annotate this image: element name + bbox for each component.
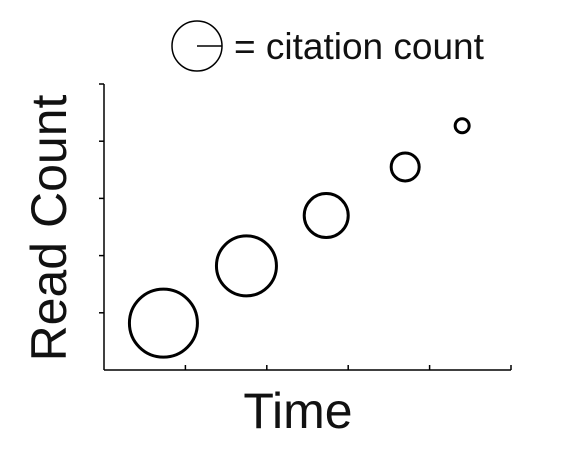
x-axis-title: Time xyxy=(243,383,352,439)
bubble-point-1 xyxy=(127,287,199,359)
y-ticks xyxy=(99,83,104,314)
axes xyxy=(99,83,512,371)
bubble-point-2 xyxy=(214,234,278,298)
legend: = citation count xyxy=(171,20,485,72)
bubbles xyxy=(127,117,471,359)
x-ticks xyxy=(184,365,512,370)
bubble-point-3 xyxy=(302,192,350,240)
bubble-point-4 xyxy=(389,151,421,183)
legend-label: = citation count xyxy=(234,26,485,67)
bubble-point-5 xyxy=(453,117,471,135)
y-axis-title: Read Count xyxy=(21,94,77,361)
legend-circle-icon xyxy=(171,20,223,72)
